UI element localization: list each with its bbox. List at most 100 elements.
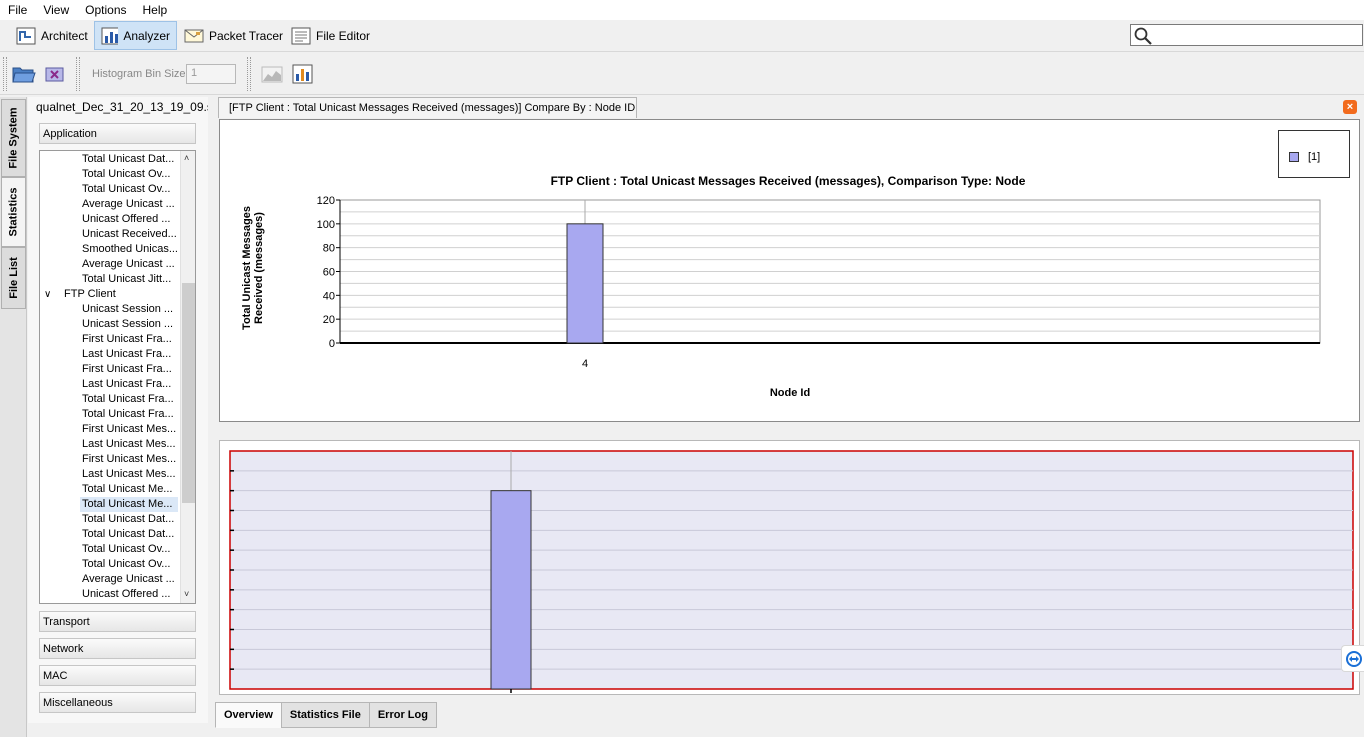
overview-panel: [219, 440, 1360, 695]
x-axis-label: Node Id: [770, 387, 810, 399]
bar: [566, 223, 604, 344]
chart-legend: [1]: [1278, 130, 1350, 178]
bar-chart-icon: [101, 27, 119, 44]
tree-item[interactable]: Last Unicast Fra...: [82, 378, 172, 390]
perspective-toolbar: Architect Analyzer Packet Tracer File Ed…: [0, 20, 1364, 52]
menu-help[interactable]: Help: [142, 3, 168, 17]
chevron-down-icon[interactable]: ∨: [44, 289, 52, 300]
action-toolbar: Histogram Bin Size 1: [0, 53, 1364, 95]
category-miscellaneous[interactable]: Miscellaneous: [39, 692, 196, 713]
tree-item[interactable]: Total Unicast Me...: [80, 497, 178, 512]
tree-item[interactable]: Unicast Received...: [82, 228, 177, 240]
document-icon: [291, 27, 311, 44]
file-editor-label: File Editor: [316, 28, 371, 43]
tree-item[interactable]: Total Unicast Jitt...: [82, 273, 172, 285]
tree-item[interactable]: Average Unicast ...: [82, 573, 175, 585]
architect-icon: [16, 27, 36, 44]
tree-item[interactable]: Last Unicast Mes...: [82, 468, 176, 480]
y-axis-label: Total Unicast Messages: [241, 206, 253, 330]
tree-item[interactable]: Last Unicast Mes...: [82, 438, 176, 450]
tree-item[interactable]: Average Unicast ...: [82, 258, 175, 270]
menu-options[interactable]: Options: [85, 3, 127, 17]
toolbar-grip: [3, 57, 7, 91]
category-network[interactable]: Network: [39, 638, 196, 659]
category-mac[interactable]: MAC: [39, 665, 196, 686]
tree-item[interactable]: Total Unicast Dat...: [82, 153, 175, 165]
legend-label: [1]: [1308, 151, 1321, 163]
analyzer-label: Analyzer: [123, 28, 170, 43]
tree-item[interactable]: Total Unicast Ov...: [82, 168, 171, 180]
analyzer-button[interactable]: Analyzer: [94, 21, 177, 50]
open-folder-icon[interactable]: [12, 63, 36, 85]
tab-statistics[interactable]: Statistics: [1, 177, 26, 247]
architect-label: Architect: [41, 28, 88, 43]
tree-item[interactable]: First Unicast Mes...: [82, 453, 177, 465]
y-tick-label: 40: [323, 290, 335, 302]
tree-item[interactable]: Total Unicast Dat...: [82, 528, 175, 540]
scroll-up-icon[interactable]: ˄: [184, 153, 190, 163]
bar-chart: 0 20 40 60 80 100 120 4 FTP Client : Total Unica…: [241, 174, 1321, 399]
tab-overview[interactable]: Overview: [215, 702, 282, 728]
chart-panel: 0 20 40 60 80 100 120 4 FTP Client : Total Unica…: [219, 119, 1360, 422]
tree-item[interactable]: First Unicast Fra...: [82, 333, 172, 345]
category-application[interactable]: Application: [39, 123, 196, 144]
tree-item[interactable]: Total Unicast Fra...: [82, 408, 174, 420]
histogram-bin-size-label: Histogram Bin Size: [92, 68, 186, 80]
tree-item[interactable]: Unicast Offered ...: [82, 213, 171, 225]
tree-item[interactable]: Total Unicast Ov...: [82, 558, 171, 570]
tree-item[interactable]: Last Unicast Fra...: [82, 348, 172, 360]
overview-bar: [490, 490, 532, 690]
tree-item[interactable]: Smoothed Unicas...: [82, 243, 178, 255]
tree-scrollbar[interactable]: ˄ ˅: [180, 151, 195, 603]
tab-file-list[interactable]: File List: [1, 247, 26, 309]
y-tick-label: 60: [323, 267, 335, 279]
y-axis-label-group: Total Unicast Messages Received (messages…: [241, 206, 265, 330]
tree-item[interactable]: Unicast Session ...: [82, 318, 174, 330]
tab-error-log[interactable]: Error Log: [368, 702, 437, 728]
legend-swatch: [1289, 152, 1299, 162]
y-axis-label: Received (messages): [253, 212, 265, 324]
search-icon: [1134, 27, 1152, 45]
tree-item[interactable]: Average Unicast ...: [82, 198, 175, 210]
teamviewer-icon[interactable]: [1341, 645, 1364, 672]
packet-tracer-button[interactable]: Packet Tracer: [178, 21, 289, 50]
tree-item[interactable]: Total Unicast Fra...: [82, 393, 174, 405]
packet-tracer-label: Packet Tracer: [209, 28, 284, 43]
close-file-icon[interactable]: [43, 63, 67, 85]
scrollbar-thumb[interactable]: [182, 283, 195, 503]
histogram-bin-size-input[interactable]: 1: [186, 64, 236, 84]
tree-item[interactable]: Unicast Session ...: [82, 303, 174, 315]
tree-item[interactable]: Total Unicast Me...: [82, 483, 173, 495]
bottom-tab-bar: Overview Statistics File Error Log: [215, 702, 437, 728]
architect-button[interactable]: Architect: [10, 21, 94, 50]
envelope-icon: [184, 29, 204, 42]
statistics-tree: Unicast Offered ... Average Unicast ... To…: [39, 150, 196, 604]
tree-item[interactable]: Total Unicast Ov...: [82, 543, 171, 555]
menu-view[interactable]: View: [43, 3, 70, 17]
tree-group-label: FTP Client: [64, 288, 116, 300]
tree-item[interactable]: First Unicast Mes...: [82, 423, 177, 435]
search-input[interactable]: [1130, 24, 1363, 46]
tree-item[interactable]: First Unicast Fra...: [82, 363, 172, 375]
file-editor-button[interactable]: File Editor: [285, 21, 376, 50]
tree-item[interactable]: Total Unicast Ov...: [82, 183, 171, 195]
tree-item[interactable]: Total Unicast Dat...: [82, 513, 175, 525]
scroll-down-icon[interactable]: ˅: [184, 589, 190, 599]
close-icon[interactable]: ×: [1343, 100, 1357, 114]
overview-chart[interactable]: [220, 441, 1361, 696]
y-tick-label: 80: [323, 243, 335, 255]
tree-group[interactable]: ∨ FTP Client: [44, 287, 174, 302]
vertical-tab-bar: File System Statistics File List: [0, 97, 27, 737]
chart-title: FTP Client : Total Unicast Messages Rece…: [551, 174, 1026, 188]
tree-item[interactable]: Unicast Offered ...: [82, 588, 171, 600]
menu-file[interactable]: File: [8, 3, 28, 17]
x-tick-label: 4: [582, 358, 588, 370]
category-transport[interactable]: Transport: [39, 611, 196, 632]
y-tick-label: 120: [317, 195, 335, 207]
toolbar-grip: [247, 57, 251, 91]
chart-tab[interactable]: [FTP Client : Total Unicast Messages Rec…: [218, 97, 637, 118]
area-chart-icon[interactable]: [260, 63, 284, 85]
tab-statistics-file[interactable]: Statistics File: [280, 702, 370, 728]
tab-file-system[interactable]: File System: [1, 99, 26, 177]
bar-chart-export-icon[interactable]: [291, 63, 315, 85]
